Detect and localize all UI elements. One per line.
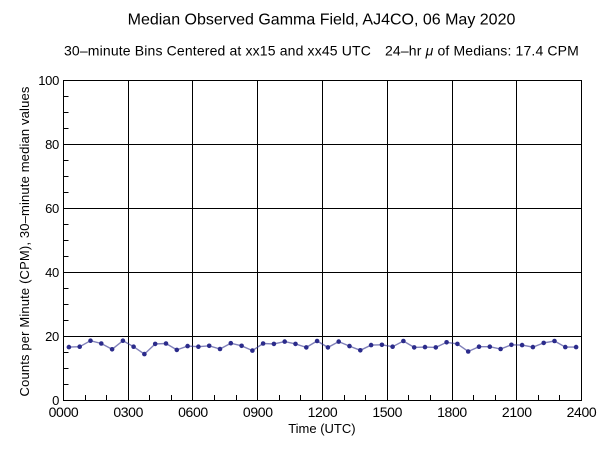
svg-text:40: 40 xyxy=(45,265,59,280)
svg-text:100: 100 xyxy=(38,73,59,88)
svg-text:30–minute Bins Centered at xx1: 30–minute Bins Centered at xx15 and xx45… xyxy=(64,43,371,59)
svg-text:0300: 0300 xyxy=(113,404,143,420)
svg-text:0: 0 xyxy=(52,393,59,408)
svg-text:Time (UTC): Time (UTC) xyxy=(288,421,355,436)
svg-text:1500: 1500 xyxy=(372,404,402,420)
svg-text:2400: 2400 xyxy=(567,404,597,420)
svg-text:1800: 1800 xyxy=(437,404,467,420)
svg-text:80: 80 xyxy=(45,137,59,152)
svg-text:24–hr μ of Medians: 17.4 CPM: 24–hr μ of Medians: 17.4 CPM xyxy=(385,43,579,59)
svg-text:Median Observed Gamma Field, A: Median Observed Gamma Field, AJ4CO, 06 M… xyxy=(128,12,516,29)
svg-text:Counts per Minute (CPM), 30–mi: Counts per Minute (CPM), 30–minute media… xyxy=(17,86,32,396)
svg-text:60: 60 xyxy=(45,201,59,216)
svg-text:1200: 1200 xyxy=(308,404,338,420)
svg-text:2100: 2100 xyxy=(502,404,532,420)
svg-text:0900: 0900 xyxy=(243,404,273,420)
svg-text:0000: 0000 xyxy=(49,404,79,420)
svg-text:0600: 0600 xyxy=(178,404,208,420)
svg-text:20: 20 xyxy=(45,329,59,344)
